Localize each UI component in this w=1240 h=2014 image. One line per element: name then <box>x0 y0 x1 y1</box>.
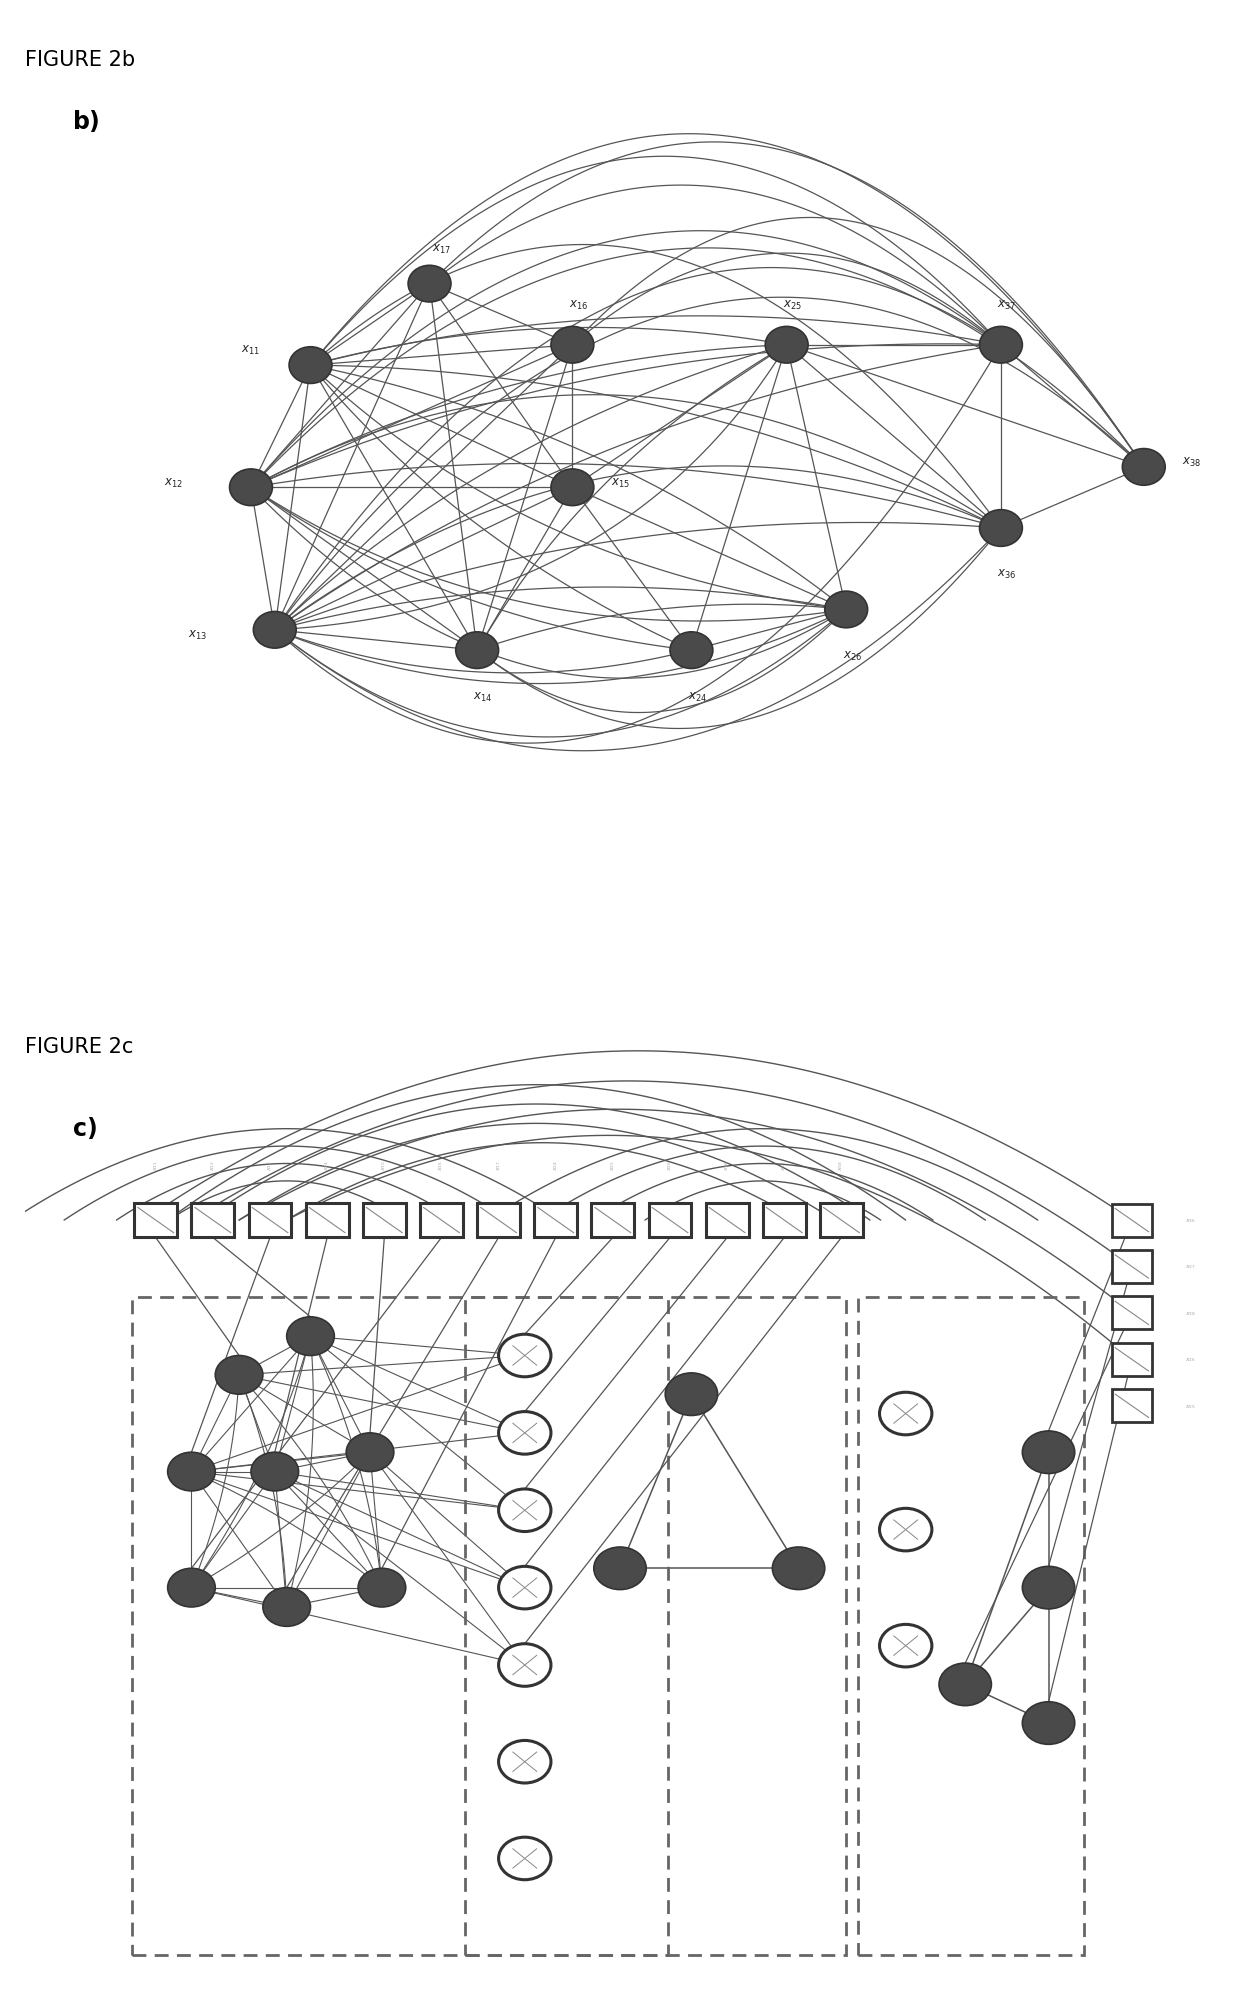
Circle shape <box>250 1452 299 1490</box>
Text: $x_{14}$: $x_{14}$ <box>324 1160 331 1170</box>
Circle shape <box>980 510 1022 548</box>
Text: $\bf{c)}$: $\bf{c)}$ <box>72 1114 97 1140</box>
Text: $x_{37}$: $x_{37}$ <box>1185 1263 1197 1271</box>
Bar <box>534 1202 577 1239</box>
Circle shape <box>498 1837 551 1879</box>
Circle shape <box>498 1412 551 1454</box>
Text: $x_{38}$: $x_{38}$ <box>1182 455 1202 469</box>
Text: $x_{15}$: $x_{15}$ <box>381 1160 388 1170</box>
Text: $x_{14}$: $x_{14}$ <box>474 691 492 703</box>
Text: $x_{26}$: $x_{26}$ <box>1185 1355 1197 1363</box>
Bar <box>191 1202 234 1239</box>
Circle shape <box>408 266 451 302</box>
Text: $x_{13}$: $x_{13}$ <box>188 628 207 642</box>
Text: $x_{24}$: $x_{24}$ <box>552 1160 559 1170</box>
Text: $x_{38}$: $x_{38}$ <box>837 1160 846 1170</box>
Circle shape <box>498 1488 551 1533</box>
Text: $x_{25}$: $x_{25}$ <box>784 298 802 312</box>
Text: FIGURE 2c: FIGURE 2c <box>25 1037 133 1057</box>
Bar <box>1111 1251 1152 1283</box>
Text: $x_{11}$: $x_{11}$ <box>242 344 260 356</box>
Text: $\bf{b)}$: $\bf{b)}$ <box>72 109 100 135</box>
Text: $x_{36}$: $x_{36}$ <box>723 1160 732 1170</box>
Bar <box>1111 1390 1152 1422</box>
Text: $x_{36}$: $x_{36}$ <box>1185 1216 1197 1225</box>
Circle shape <box>980 326 1022 365</box>
Circle shape <box>216 1355 263 1394</box>
Circle shape <box>289 348 332 385</box>
Text: $x_{25}$: $x_{25}$ <box>1185 1402 1197 1410</box>
Circle shape <box>551 469 594 506</box>
Bar <box>465 1297 667 1956</box>
Circle shape <box>167 1452 216 1490</box>
Text: $x_{12}$: $x_{12}$ <box>164 477 184 489</box>
Circle shape <box>358 1569 405 1607</box>
Circle shape <box>346 1434 394 1472</box>
Circle shape <box>1122 449 1166 485</box>
Circle shape <box>263 1587 310 1627</box>
Circle shape <box>879 1625 932 1668</box>
Bar <box>477 1202 520 1239</box>
Circle shape <box>286 1317 335 1355</box>
Text: $x_{36}$: $x_{36}$ <box>997 568 1017 582</box>
Bar <box>763 1202 806 1239</box>
Circle shape <box>1022 1432 1075 1474</box>
Circle shape <box>498 1740 551 1782</box>
Circle shape <box>879 1392 932 1436</box>
Circle shape <box>825 592 868 628</box>
Text: $x_{17}$: $x_{17}$ <box>495 1160 502 1170</box>
Text: $x_{16}$: $x_{16}$ <box>438 1160 445 1170</box>
Circle shape <box>229 469 273 506</box>
Circle shape <box>167 1569 216 1607</box>
Text: $x_{26}$: $x_{26}$ <box>666 1160 675 1170</box>
Text: $x_{24}$: $x_{24}$ <box>688 691 707 703</box>
Text: FIGURE 2b: FIGURE 2b <box>25 50 135 70</box>
Circle shape <box>594 1547 646 1589</box>
Circle shape <box>765 326 808 365</box>
Circle shape <box>773 1547 825 1589</box>
Bar <box>1111 1297 1152 1329</box>
Bar <box>131 1297 846 1956</box>
Text: $x_{13}$: $x_{13}$ <box>267 1160 274 1170</box>
Bar <box>649 1202 692 1239</box>
Circle shape <box>253 612 296 649</box>
Bar <box>591 1202 635 1239</box>
Circle shape <box>498 1643 551 1686</box>
Circle shape <box>456 632 498 669</box>
Circle shape <box>551 326 594 365</box>
Text: $x_{15}$: $x_{15}$ <box>610 477 630 489</box>
Bar <box>706 1202 749 1239</box>
Bar <box>858 1297 1084 1956</box>
Circle shape <box>1022 1567 1075 1609</box>
Text: $x_{25}$: $x_{25}$ <box>609 1160 616 1170</box>
Circle shape <box>939 1664 992 1706</box>
Circle shape <box>665 1374 718 1416</box>
Circle shape <box>670 632 713 669</box>
Bar <box>1111 1343 1152 1376</box>
Text: $x_{37}$: $x_{37}$ <box>997 298 1017 312</box>
Bar <box>420 1202 463 1239</box>
Text: $x_{16}$: $x_{16}$ <box>569 298 588 312</box>
Bar <box>363 1202 405 1239</box>
Circle shape <box>498 1335 551 1378</box>
Text: $x_{26}$: $x_{26}$ <box>842 649 862 663</box>
Text: $x_{38}$: $x_{38}$ <box>1185 1309 1197 1317</box>
Text: $x_{17}$: $x_{17}$ <box>432 242 451 256</box>
Text: $x_{11}$: $x_{11}$ <box>151 1160 160 1170</box>
Text: $x_{12}$: $x_{12}$ <box>208 1160 217 1170</box>
Bar <box>134 1202 177 1239</box>
Bar <box>248 1202 291 1239</box>
Circle shape <box>879 1508 932 1551</box>
Circle shape <box>1022 1702 1075 1744</box>
Bar <box>306 1202 348 1239</box>
Bar <box>1111 1204 1152 1237</box>
Text: $x_{37}$: $x_{37}$ <box>780 1160 789 1170</box>
Bar <box>820 1202 863 1239</box>
Circle shape <box>498 1567 551 1609</box>
